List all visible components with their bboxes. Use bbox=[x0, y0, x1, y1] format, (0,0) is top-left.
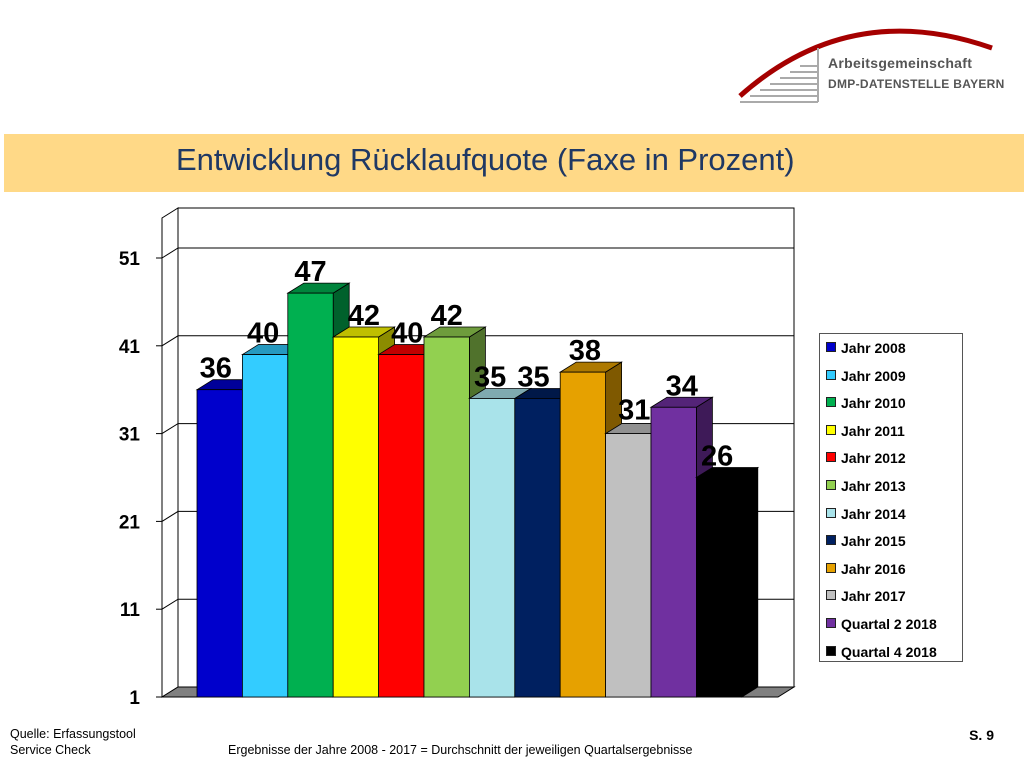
bar-front bbox=[332, 336, 380, 698]
source-line-1: Quelle: Erfassungstool bbox=[10, 727, 136, 741]
legend-item: Jahr 2011 bbox=[826, 423, 905, 441]
logo-line-1: Arbeitsgemeinschaft bbox=[828, 55, 973, 71]
legend-swatch bbox=[826, 424, 836, 435]
gridline bbox=[161, 335, 794, 347]
legend-label: Quartal 2 2018 bbox=[841, 616, 937, 632]
legend-item: Quartal 4 2018 bbox=[826, 644, 937, 662]
legend-swatch bbox=[826, 480, 836, 490]
data-label: 36 bbox=[200, 353, 232, 385]
legend-item: Quartal 2 2018 bbox=[826, 616, 937, 634]
legend-label: Jahr 2012 bbox=[841, 450, 906, 467]
legend-swatch bbox=[826, 507, 836, 518]
bar-front bbox=[378, 354, 425, 698]
legend-item: Jahr 2014 bbox=[826, 506, 906, 524]
legend-swatch bbox=[826, 452, 836, 463]
slide-title: Entwicklung Rücklaufquote (Faxe in Proze… bbox=[176, 142, 795, 177]
bar-side bbox=[741, 466, 759, 698]
legend-item: Jahr 2015 bbox=[826, 533, 906, 551]
legend-label: Jahr 2008 bbox=[841, 340, 906, 356]
legend-item: Jahr 2016 bbox=[826, 561, 906, 579]
logo-lines bbox=[740, 48, 819, 103]
y-tick-label: 31 bbox=[119, 425, 141, 446]
legend-item: Jahr 2009 bbox=[826, 368, 906, 386]
legend-swatch bbox=[826, 397, 836, 408]
y-tick-label: 1 bbox=[129, 688, 140, 709]
bar-quartal-4-2018 bbox=[695, 466, 760, 698]
legend-label: Jahr 2013 bbox=[841, 478, 906, 494]
bar-front bbox=[605, 433, 652, 698]
legend-label: Jahr 2009 bbox=[841, 367, 906, 384]
data-label: 40 bbox=[247, 318, 279, 350]
bar-front bbox=[423, 336, 470, 698]
legend-swatch bbox=[826, 562, 836, 573]
data-label: 31 bbox=[618, 395, 650, 427]
bar-front bbox=[287, 292, 334, 698]
bar-front bbox=[468, 398, 516, 698]
title-bar bbox=[4, 134, 1024, 192]
footnote: Ergebnisse der Jahre 2008 - 2017 = Durch… bbox=[228, 743, 693, 757]
bar-front bbox=[650, 406, 697, 698]
logo-arc bbox=[738, 28, 993, 98]
bar-front bbox=[241, 354, 289, 698]
data-label: 40 bbox=[391, 318, 423, 350]
legend-label: Jahr 2014 bbox=[841, 505, 906, 522]
bar-front bbox=[196, 389, 243, 698]
side-wall bbox=[161, 207, 179, 698]
legend-item: Jahr 2012 bbox=[826, 450, 906, 468]
data-label: 38 bbox=[569, 335, 601, 367]
data-label: 42 bbox=[348, 300, 380, 332]
legend-label: Jahr 2015 bbox=[841, 533, 906, 550]
data-label: 35 bbox=[474, 361, 506, 393]
data-label: 42 bbox=[431, 300, 463, 332]
legend-label: Jahr 2011 bbox=[841, 422, 905, 439]
y-tick-label: 11 bbox=[120, 600, 141, 621]
source-line-2: Service Check bbox=[10, 743, 91, 757]
legend-item: Jahr 2010 bbox=[826, 395, 906, 413]
bar-front bbox=[559, 371, 607, 698]
legend-item: Jahr 2017 bbox=[826, 588, 906, 606]
legend-item: Jahr 2008 bbox=[826, 340, 906, 358]
bar-front bbox=[696, 477, 743, 698]
chart-legend: Jahr 2008 Jahr 2009 Jahr 2010 Jahr 2011 Jahr… bbox=[819, 333, 963, 662]
legend-swatch bbox=[826, 342, 836, 352]
logo bbox=[738, 28, 993, 103]
legend-swatch bbox=[826, 369, 836, 380]
logo-line-2: DMP-DATENSTELLE BAYERN bbox=[828, 77, 1005, 91]
y-tick-label: 41 bbox=[119, 337, 141, 358]
data-label: 35 bbox=[517, 361, 549, 393]
page-number: S. 9 bbox=[969, 727, 994, 743]
bar-front bbox=[514, 398, 561, 698]
legend-label: Jahr 2010 bbox=[841, 395, 906, 412]
data-label: 47 bbox=[294, 256, 326, 288]
legend-label: Jahr 2017 bbox=[841, 588, 906, 605]
y-tick-label: 21 bbox=[119, 512, 141, 533]
legend-swatch bbox=[826, 618, 836, 628]
legend-item: Jahr 2013 bbox=[826, 478, 906, 496]
gridline bbox=[161, 247, 794, 259]
data-label: 34 bbox=[666, 370, 698, 402]
data-label: 26 bbox=[701, 441, 733, 473]
legend-swatch bbox=[826, 645, 836, 656]
legend-label: Jahr 2016 bbox=[841, 560, 906, 577]
legend-swatch bbox=[826, 590, 836, 601]
legend-label: Quartal 4 2018 bbox=[841, 643, 937, 660]
y-tick-label: 51 bbox=[119, 249, 141, 270]
legend-swatch bbox=[826, 535, 836, 546]
